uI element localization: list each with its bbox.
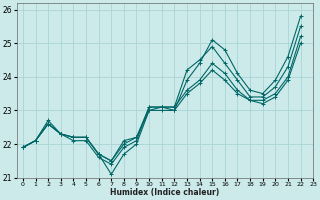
- X-axis label: Humidex (Indice chaleur): Humidex (Indice chaleur): [110, 188, 220, 197]
